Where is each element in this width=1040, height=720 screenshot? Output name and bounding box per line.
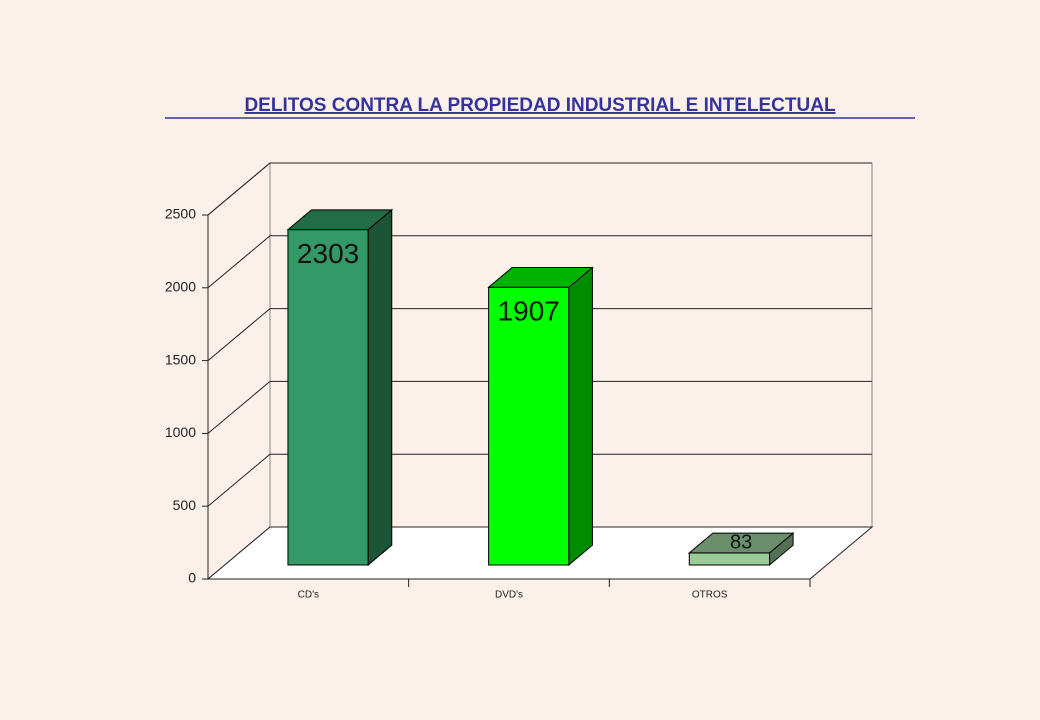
bar-side	[367, 208, 393, 567]
x-tick-label: OTROS	[692, 590, 728, 601]
bar-top	[687, 532, 795, 554]
x-tick-label: DVD's	[495, 590, 523, 601]
y-tick-label: 1000	[165, 424, 196, 440]
bar-side	[568, 266, 593, 567]
bar-front	[688, 552, 771, 566]
bar	[687, 532, 795, 567]
y-tick-label: 1500	[165, 351, 196, 367]
y-tick-label: 500	[173, 497, 197, 513]
chart-title: DELITOS CONTRA LA PROPIEDAD INDUSTRIAL E…	[244, 95, 836, 116]
value-label: 1907	[498, 296, 560, 327]
grid-line	[207, 308, 872, 361]
x-tick-label: CD's	[298, 590, 319, 601]
bar-front	[287, 229, 369, 566]
y-tick-label: 0	[188, 570, 196, 586]
bar	[487, 266, 594, 567]
y-tick-label: 2000	[165, 279, 196, 295]
grid-line	[207, 453, 872, 507]
side-wall	[207, 161, 271, 581]
grid-line	[207, 235, 872, 289]
bar-top	[487, 267, 594, 288]
bar	[286, 208, 394, 567]
grid-line	[207, 162, 872, 216]
bar-top	[286, 209, 394, 231]
value-label: 2303	[297, 238, 359, 269]
grid-line	[207, 380, 872, 434]
bar-front	[488, 286, 570, 566]
value-label: 83	[730, 531, 752, 553]
y-tick-label: 2500	[165, 206, 196, 222]
